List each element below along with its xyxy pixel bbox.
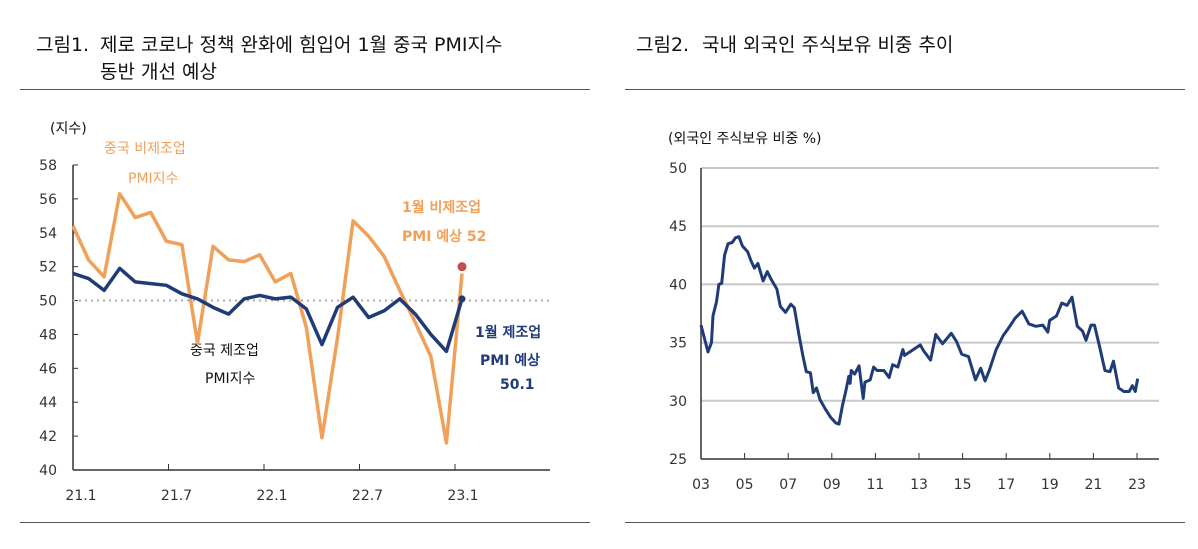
chart1-x-tick-label: 23.1 <box>447 488 478 504</box>
nonmfg-forecast-line2: PMI 예상 52 <box>402 229 487 245</box>
figure1-label: 그림1. <box>36 34 90 56</box>
figure1-bottom-rule <box>20 522 590 523</box>
figure2-label: 그림2. <box>636 34 690 56</box>
chart2-x-tick-label: 23 <box>1128 477 1146 493</box>
chart2-x-tick-label: 03 <box>692 477 710 493</box>
mfg-label-line2: PMI지수 <box>205 371 256 387</box>
figure2-title: 국내 외국인 주식보유 비중 추이 <box>702 34 954 56</box>
chart1-y-tick-label: 52 <box>39 260 57 276</box>
chart2-x-tick-label: 11 <box>866 477 884 493</box>
chart1-x-tick-label: 22.7 <box>352 488 383 504</box>
chart2-x-tick-label: 17 <box>997 477 1015 493</box>
non-manufacturing-pmi-line <box>71 192 464 445</box>
manufacturing-pmi-line <box>72 266 464 354</box>
figure2-top-rule <box>625 89 1185 90</box>
chart2-y-tick-label: 50 <box>669 161 687 177</box>
foreign-ownership-line <box>699 235 1140 426</box>
chart1-y-tick-label: 54 <box>39 226 57 242</box>
chart2-y-tick-label: 35 <box>669 336 687 352</box>
chart1-y-tick-label: 42 <box>39 429 57 445</box>
chart2-x-tick-label: 15 <box>954 477 972 493</box>
chart2-x-tick-label: 07 <box>779 477 797 493</box>
mfg-forecast-line1: 1월 제조업 <box>475 325 542 341</box>
chart2-y-tick-label: 30 <box>669 394 687 410</box>
mfg-forecast-line3: 50.1 <box>500 377 535 393</box>
chart2-x-tick-label: 21 <box>1084 477 1102 493</box>
chart2-ylabel: (외국인 주식보유 비중 %) <box>668 131 822 147</box>
nonmfg-label-line2: PMI지수 <box>128 171 179 187</box>
mfg-label-line1: 중국 제조업 <box>190 343 259 359</box>
chart2-y-tick-label: 40 <box>669 277 687 293</box>
figure2-bottom-rule <box>625 522 1185 523</box>
nonmfg-forecast-line1: 1월 비제조업 <box>402 200 482 216</box>
chart2-x-tick-label: 09 <box>823 477 841 493</box>
mfg-forecast-line2: PMI 예상 <box>480 353 541 369</box>
figure1-top-rule <box>20 89 590 90</box>
chart1-ylabel: (지수) <box>50 121 87 137</box>
chart1-x-tick-label: 22.1 <box>256 488 287 504</box>
figure1-title-line2: 동반 개선 예상 <box>100 61 217 83</box>
figure1-title-line1: 제로 코로나 정책 완화에 힘입어 1월 중국 PMI지수 <box>100 34 503 56</box>
non-manufacturing-forecast-point <box>457 262 467 272</box>
chart1-y-tick-label: 44 <box>39 395 57 411</box>
chart1-y-tick-label: 58 <box>39 158 57 174</box>
chart1-y-tick-label: 46 <box>39 361 57 377</box>
chart1-y-tick-label: 40 <box>39 463 57 479</box>
chart2-x-tick-label: 19 <box>1041 477 1059 493</box>
chart1-y-tick-label: 48 <box>39 327 57 343</box>
manufacturing-forecast-point <box>458 295 466 303</box>
chart1-x-tick-label: 21.7 <box>161 488 192 504</box>
chart2-x-tick-label: 05 <box>736 477 754 493</box>
chart2-x-tick-label: 13 <box>910 477 928 493</box>
nonmfg-label-line1: 중국 비제조업 <box>104 141 186 157</box>
chart1-y-tick-label: 50 <box>39 294 57 310</box>
chart1-y-tick-label: 56 <box>39 192 57 208</box>
chart1-x-tick-label: 21.1 <box>65 488 96 504</box>
chart2-y-tick-label: 25 <box>669 452 687 468</box>
chart2-y-tick-label: 45 <box>669 219 687 235</box>
